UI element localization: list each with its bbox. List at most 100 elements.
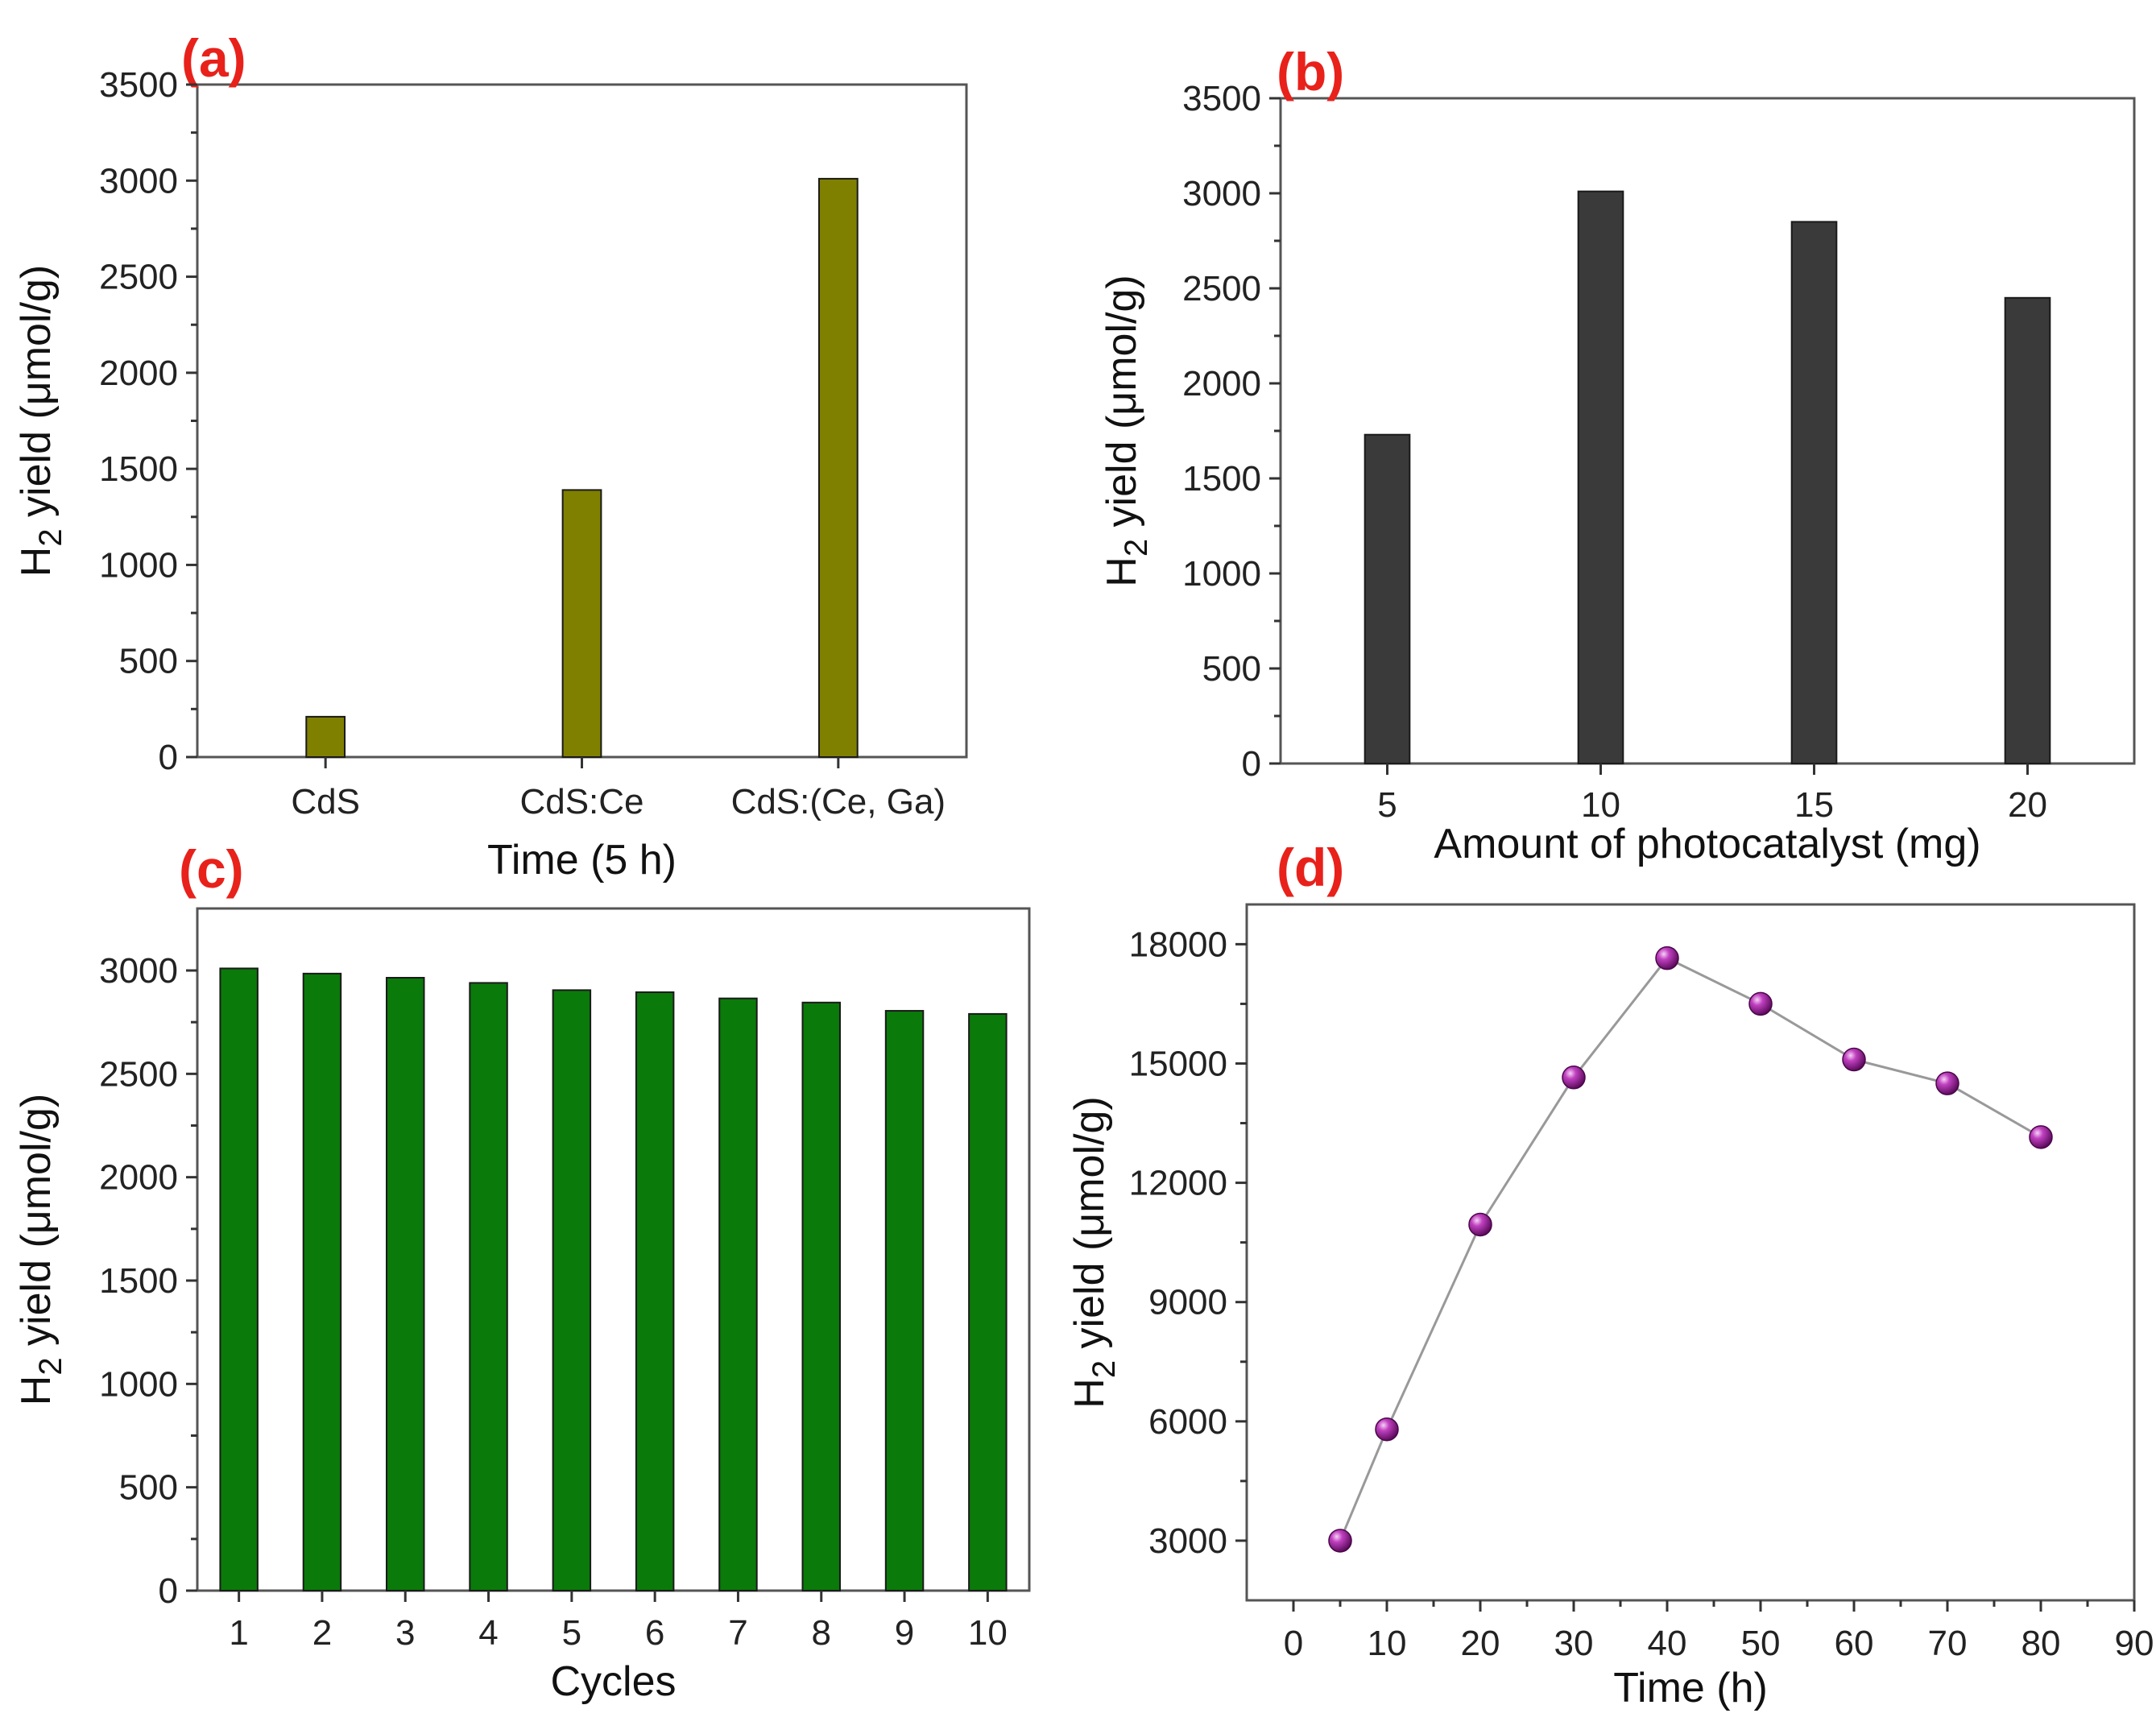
y-tick-label: 500 [119, 642, 178, 681]
data-point-40 [1655, 946, 1679, 970]
data-point-20 [1468, 1212, 1492, 1237]
y-tick-label: 3500 [1182, 79, 1261, 118]
bar-1 [219, 967, 259, 1591]
x-tick-label: 5 [1377, 785, 1397, 825]
bar-10 [1577, 190, 1624, 764]
y-tick-label: 3000 [1182, 174, 1261, 213]
series-line [1339, 956, 2042, 1542]
x-tick-label: 40 [1648, 1624, 1687, 1663]
bar-7 [718, 997, 758, 1591]
data-point-50 [1748, 991, 1773, 1016]
y-tick-label: 500 [1202, 649, 1261, 689]
data-point-5 [1328, 1529, 1352, 1553]
x-tick-label: 1 [229, 1613, 248, 1653]
x-tick-label: 10 [1368, 1624, 1407, 1663]
y-tick-label: 0 [1242, 744, 1261, 784]
x-tick-label: 7 [728, 1613, 747, 1653]
x-axis-title: Time (h) [1613, 1665, 1768, 1711]
y-tick-label: 1500 [99, 1261, 178, 1301]
bar-6 [635, 991, 675, 1591]
x-tick-label: 2 [312, 1613, 332, 1653]
y-tick-label: 1000 [1182, 554, 1261, 594]
x-tick-label: 60 [1835, 1624, 1874, 1663]
panel-label: (c) [179, 839, 244, 899]
x-tick-label: CdS:Ce [519, 782, 643, 821]
y-tick-label: 1000 [99, 545, 178, 585]
x-tick-label: 30 [1554, 1624, 1594, 1663]
x-axis-title: Amount of photocatalyst (mg) [1434, 821, 1980, 867]
y-axis-title: H2 yield (μmol/g) [13, 1094, 68, 1405]
y-tick-label: 1000 [99, 1364, 178, 1404]
y-axis-title: H2 yield (μmol/g) [1099, 275, 1154, 586]
x-tick-label: 3 [395, 1613, 415, 1653]
x-axis-title: Cycles [550, 1658, 676, 1705]
bar-9 [884, 1010, 925, 1592]
y-tick-label: 6000 [1148, 1402, 1227, 1442]
panel-label: (d) [1277, 838, 1344, 897]
x-tick-label: 4 [478, 1613, 498, 1653]
bar-cds-ce-ga- [817, 177, 859, 758]
bar-2 [302, 972, 342, 1591]
bar-cds-ce [561, 489, 602, 759]
x-tick-label: 20 [2008, 785, 2047, 825]
bar-15 [1790, 221, 1838, 764]
data-point-30 [1562, 1066, 1586, 1090]
panel-a: (a) H2 yield (μmol/g) Time (5 h) 0 500 1000 15… [13, 28, 968, 884]
data-point-70 [1935, 1071, 1959, 1095]
x-axis-title: Time (5 h) [487, 837, 677, 884]
bar-cds [305, 715, 346, 759]
bar-20 [2004, 296, 2051, 764]
y-tick-label: 2000 [99, 354, 178, 393]
plot-frame [196, 907, 1031, 1592]
y-tick-label: 3000 [1148, 1521, 1227, 1561]
panel-c: (c) H2 yield (μmol/g) Cycles 0 500 1000 1500 20… [13, 839, 1031, 1705]
y-axis-title: H2 yield (μmol/g) [13, 265, 68, 577]
y-tick-label: 0 [159, 1571, 178, 1611]
y-tick-label: 2500 [99, 1054, 178, 1094]
x-tick-label: 20 [1461, 1624, 1500, 1663]
x-tick-label: CdS:(Ce, Ga) [731, 782, 946, 821]
y-tick-label: 2000 [1182, 364, 1261, 403]
y-tick-label: 3000 [99, 951, 178, 991]
y-tick-label: 9000 [1148, 1283, 1227, 1322]
panel-d: (d) H2 yield (μmol/g) Time (h) 3000 6000 9000… [1066, 838, 2154, 1711]
y-tick-label: 15000 [1129, 1044, 1227, 1083]
y-tick-label: 1500 [99, 449, 178, 489]
bar-10 [968, 1012, 1008, 1591]
y-tick-label: 1500 [1182, 459, 1261, 499]
y-tick-label: 12000 [1129, 1164, 1227, 1203]
y-tick-label: 0 [159, 738, 178, 777]
bar-4 [469, 982, 508, 1591]
data-point-80 [2029, 1125, 2053, 1149]
panel-label: (a) [181, 28, 246, 88]
x-tick-label: 10 [968, 1613, 1008, 1653]
x-tick-label: 80 [2022, 1624, 2061, 1663]
x-tick-label: 90 [2115, 1624, 2154, 1663]
y-tick-label: 3000 [99, 161, 178, 201]
x-tick-label: 50 [1741, 1624, 1781, 1663]
x-tick-label: 8 [812, 1613, 831, 1653]
x-tick-label: 0 [1284, 1624, 1303, 1663]
y-tick-label: 18000 [1129, 925, 1227, 964]
y-tick-label: 500 [119, 1468, 178, 1508]
x-tick-label: 10 [1581, 785, 1620, 825]
panel-label: (b) [1277, 42, 1344, 101]
y-tick-label: 2000 [99, 1158, 178, 1198]
x-tick-label: 9 [895, 1613, 914, 1653]
bar-3 [386, 976, 425, 1591]
x-tick-label: 6 [645, 1613, 664, 1653]
y-axis-title: H2 yield (μmol/g) [1066, 1096, 1122, 1408]
y-tick-label: 3500 [99, 65, 178, 105]
y-tick-label: 2500 [99, 258, 178, 297]
panel-b: (b) H2 yield (μmol/g) Amount of photocatal… [1099, 42, 2136, 867]
bar-5 [552, 989, 592, 1591]
y-tick-label: 2500 [1182, 269, 1261, 308]
data-point-60 [1842, 1047, 1866, 1072]
x-tick-label: 5 [562, 1613, 581, 1653]
x-tick-label: 15 [1794, 785, 1834, 825]
x-tick-label: 70 [1928, 1624, 1968, 1663]
bar-8 [801, 1001, 841, 1591]
bar-5 [1364, 433, 1411, 764]
plot-frame [1245, 903, 2136, 1602]
